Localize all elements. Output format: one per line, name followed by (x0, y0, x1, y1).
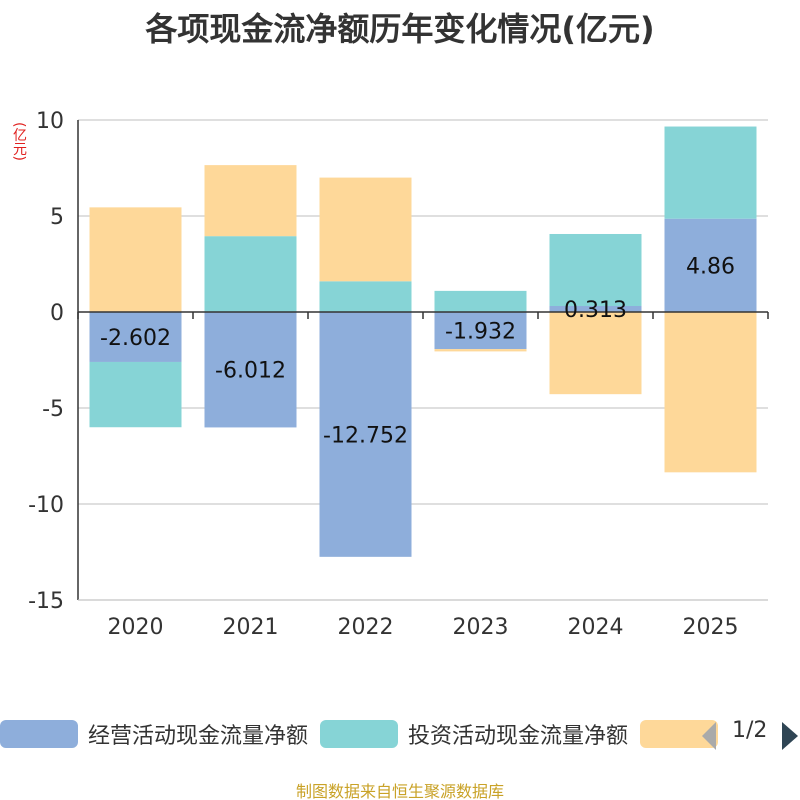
legend-label-investing: 投资活动现金流量净额 (408, 724, 629, 749)
data-label: -1.932 (445, 320, 516, 345)
data-label: 4.86 (686, 254, 735, 279)
bar-financing (549, 312, 642, 395)
x-tick-label: 2020 (108, 615, 164, 640)
bar-operating (204, 312, 297, 428)
y-axis-unit-label: (亿元) (11, 122, 27, 161)
bar-investing (319, 281, 412, 312)
bar-investing (89, 361, 182, 428)
bar-financing (89, 207, 182, 312)
plot-area: 10 5 0 -5 -10 -15 2020 2021 2022 2023 2024 2025 -2.6… (28, 109, 769, 640)
legend: 经营活动现金流量净额 投资活动现金流量净额 1/2 (0, 714, 800, 754)
x-tick-label: 2023 (453, 615, 509, 640)
data-label: -12.752 (323, 423, 408, 448)
legend-pager: 1/2 (696, 714, 800, 754)
legend-swatch-operating (0, 720, 78, 748)
bar-investing (204, 236, 297, 312)
pager-prev-icon[interactable] (702, 722, 716, 750)
bar-operating (319, 312, 412, 557)
bar-financing (434, 349, 527, 352)
bar-investing (549, 233, 642, 306)
y-tick-label: -15 (28, 589, 64, 614)
legend-label-operating: 经营活动现金流量净额 (88, 724, 309, 749)
bar-investing (664, 126, 757, 219)
bar-investing (434, 290, 527, 312)
x-tick-label: 2025 (683, 615, 739, 640)
y-tick-label: 10 (36, 109, 64, 134)
bar-operating (664, 218, 757, 312)
x-tick-label: 2024 (568, 615, 624, 640)
pager-page-indicator: 1/2 (732, 718, 768, 743)
bar-operating (89, 312, 182, 362)
legend-swatch-investing (320, 720, 398, 748)
source-note: 制图数据来自恒生聚源数据库 (295, 782, 504, 800)
data-label: -6.012 (215, 359, 286, 384)
data-label: -2.602 (100, 326, 171, 351)
y-tick-label: -5 (42, 397, 64, 422)
y-tick-label: 0 (50, 301, 64, 326)
x-tick-label: 2021 (223, 615, 279, 640)
pager-next-icon[interactable] (782, 722, 798, 750)
bar-operating (434, 312, 527, 350)
data-label: 0.313 (564, 298, 627, 323)
bar-financing (319, 177, 412, 282)
chart-title: 各项现金流净额历年变化情况(亿元) (145, 10, 655, 48)
bar-financing (664, 312, 757, 473)
bar-financing (204, 165, 297, 237)
bar-operating (549, 305, 642, 312)
y-tick-label: 5 (50, 205, 64, 230)
x-tick-label: 2022 (338, 615, 394, 640)
y-tick-label: -10 (28, 493, 64, 518)
